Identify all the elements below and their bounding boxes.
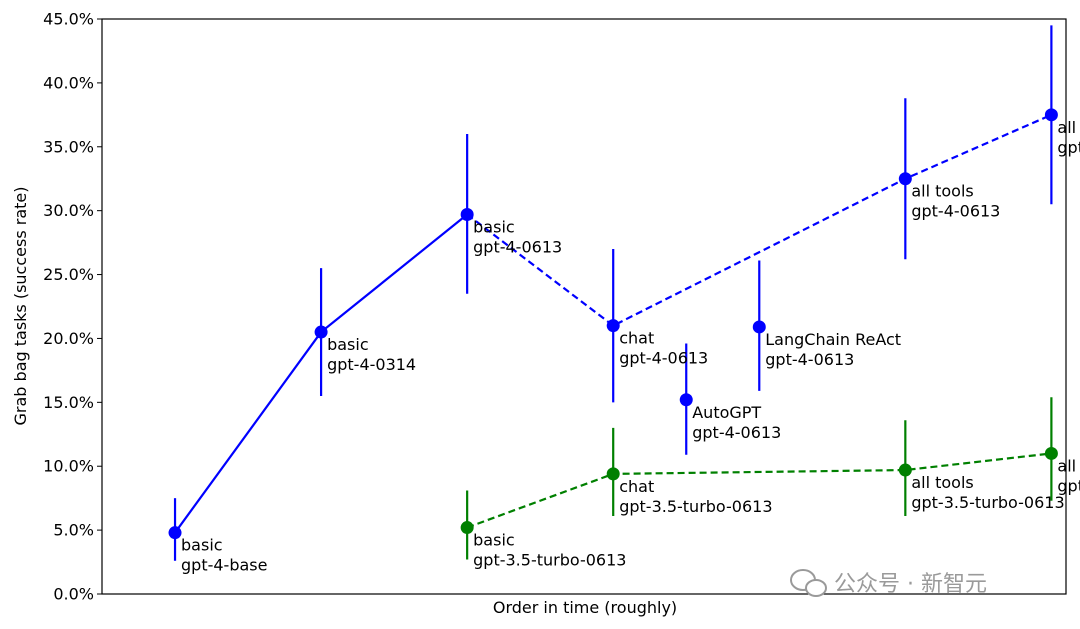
y-tick-label: 15.0% <box>43 393 94 412</box>
y-axis-label: Grab bag tasks (success rate) <box>11 187 30 426</box>
data-point <box>898 172 912 186</box>
point-label-model: gpt-3.5-turbo-0613 <box>1057 476 1080 495</box>
x-axis-label: Order in time (roughly) <box>493 598 677 617</box>
point-label-config: all tools + RM <box>1057 456 1080 475</box>
data-point <box>752 320 766 334</box>
watermark: 公众号 · 新智元 <box>790 569 987 597</box>
point-label-model: gpt-4-0613 <box>619 349 708 368</box>
data-point <box>460 521 474 535</box>
y-tick-label: 40.0% <box>43 73 94 92</box>
watermark-text: 公众号 · 新智元 <box>834 572 987 597</box>
point-label-config: basic <box>181 536 223 555</box>
point-label-model: gpt-3.5-turbo-0613 <box>619 497 772 516</box>
point-labels: basicgpt-4-basebasicgpt-4-0314basicgpt-4… <box>181 118 1080 575</box>
point-label-model: gpt-3.5-turbo-0613 <box>911 493 1064 512</box>
data-point <box>314 325 328 339</box>
data-point <box>679 393 693 407</box>
series-line-gpt4 <box>466 113 1052 327</box>
y-tick-label: 25.0% <box>43 265 94 284</box>
data-point <box>168 526 182 540</box>
y-axis-ticks: 0.0% 5.0% 10.0% 15.0% 20.0% 25.0% 30.0% 35.0% 40… <box>43 10 102 604</box>
data-point <box>1044 446 1058 460</box>
wechat-icon <box>790 569 827 597</box>
data-markers <box>168 108 1058 540</box>
point-label-config: chat <box>619 477 654 496</box>
y-tick-label: 10.0% <box>43 457 94 476</box>
point-label-config: AutoGPT <box>692 403 761 422</box>
point-label-config: all tools + RM <box>1057 118 1080 137</box>
point-label-config: basic <box>473 531 515 550</box>
point-label-model: gpt-4-0613 <box>473 238 562 257</box>
data-point <box>606 467 620 481</box>
point-label-config: basic <box>327 335 369 354</box>
point-label-config: chat <box>619 329 654 348</box>
data-point <box>460 208 474 221</box>
point-label-model: gpt-4-0613 <box>1057 138 1080 157</box>
point-label-config: LangChain ReAct <box>765 330 901 349</box>
data-point <box>606 319 620 333</box>
point-label-model: gpt-4-0613 <box>911 202 1000 221</box>
point-label-config: all tools <box>911 182 973 201</box>
y-tick-label: 35.0% <box>43 137 94 156</box>
plot-area <box>101 18 1067 595</box>
point-label-config: all tools <box>911 473 973 492</box>
point-label-model: gpt-4-0613 <box>765 350 854 369</box>
point-label-model: gpt-4-base <box>181 556 267 575</box>
point-label-model: gpt-3.5-turbo-0613 <box>473 551 626 570</box>
data-point <box>898 463 912 477</box>
series-line-gpt35 <box>466 452 1052 529</box>
y-tick-label: 5.0% <box>53 521 94 540</box>
y-tick-label: 20.0% <box>43 329 94 348</box>
point-label-config: basic <box>473 218 515 237</box>
point-label-model: gpt-4-0314 <box>327 355 416 374</box>
y-tick-label: 45.0% <box>43 10 94 29</box>
point-label-model: gpt-4-0613 <box>692 423 781 442</box>
data-point <box>1044 108 1058 122</box>
y-tick-label: 0.0% <box>53 585 94 604</box>
y-tick-label: 30.0% <box>43 201 94 220</box>
